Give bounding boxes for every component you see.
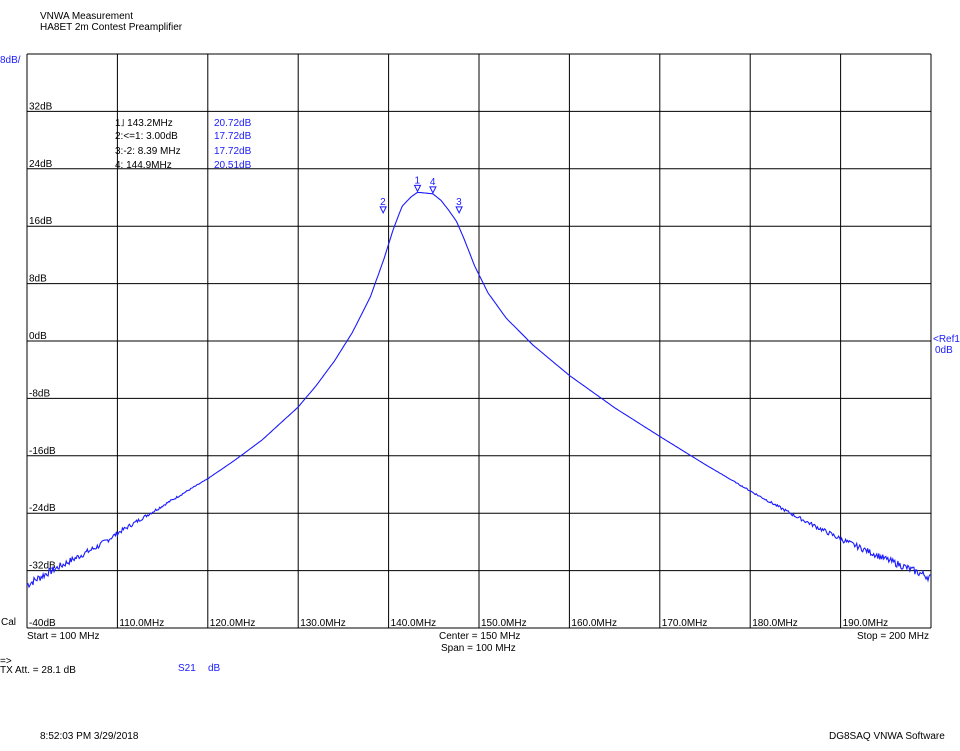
center-frequency: Center = 150 MHz xyxy=(439,631,521,642)
x-tick-label: 190.0MHz xyxy=(843,618,889,629)
marker-3-value: 17.72dB xyxy=(214,146,252,157)
y-tick-label: -8dB xyxy=(29,388,50,399)
marker-4-number: 4 xyxy=(430,177,436,188)
chart-subtitle: HA8ET 2m Contest Preamplifier xyxy=(40,22,183,33)
x-tick-label: 130.0MHz xyxy=(300,618,346,629)
y-tick-label: -32dB xyxy=(29,561,56,572)
ref-label-line2: 0dB xyxy=(935,345,953,356)
x-tick-label: 110.0MHz xyxy=(119,618,164,629)
marker-3-label: 3:-2: 8.39 MHz xyxy=(115,146,181,157)
y-tick-label: 32dB xyxy=(29,101,53,112)
start-frequency: Start = 100 MHz xyxy=(27,631,100,642)
marker-4-triangle xyxy=(429,186,437,194)
marker-1-triangle xyxy=(413,184,422,193)
arrow-indicator: => xyxy=(0,656,12,667)
y-tick-label: 24dB xyxy=(29,159,53,170)
plot-grid xyxy=(26,53,932,629)
marker-2-triangle xyxy=(379,206,387,214)
cal-label: Cal xyxy=(1,617,17,628)
axis-labels: 32dB 24dB 16dB 8dB 0dB -8dB -16dB -24dB -32dB -40… xyxy=(29,101,888,629)
s21-trace xyxy=(26,191,932,589)
trace-name: S21 xyxy=(178,663,196,674)
marker-4-value: 20.51dB xyxy=(214,160,252,171)
y-tick-label: -40dB xyxy=(29,618,56,629)
stop-frequency: Stop = 200 MHz xyxy=(857,631,929,642)
x-tick-label: 120.0MHz xyxy=(210,618,256,629)
timestamp: 8:52:03 PM 3/29/2018 xyxy=(40,731,139,742)
x-tick-label: 180.0MHz xyxy=(752,618,798,629)
marker-1-value: 20.72dB xyxy=(214,118,252,129)
x-tick-label: 170.0MHz xyxy=(662,618,708,629)
x-tick-label: 150.0MHz xyxy=(481,618,527,629)
span-frequency: Span = 100 MHz xyxy=(441,643,516,654)
y-tick-label: 16dB xyxy=(29,216,53,227)
marker-3-number: 3 xyxy=(456,197,462,208)
y-tick-label: 0dB xyxy=(29,331,47,342)
ref-label-line1: <Ref1 xyxy=(933,334,960,345)
marker-3-triangle xyxy=(455,206,463,214)
x-tick-label: 160.0MHz xyxy=(571,618,617,629)
marker-2-number: 2 xyxy=(380,197,386,208)
y-tick-label: 8dB xyxy=(29,274,47,285)
software-name: DG8SAQ VNWA Software xyxy=(829,731,945,742)
trace-unit: dB xyxy=(208,663,221,674)
scale-label: 8dB/ xyxy=(0,55,21,66)
marker-2-label: 2:<=1: 3.00dB xyxy=(115,131,178,142)
chart-title: VNWA Measurement xyxy=(40,11,133,22)
marker-4-label: 4: 144.9MHz xyxy=(115,160,172,171)
marker-1-label: 1˩ 143.2MHz xyxy=(115,118,173,129)
x-tick-label: 140.0MHz xyxy=(391,618,437,629)
marker-1-number: 1 xyxy=(415,175,421,186)
marker-2-value: 17.72dB xyxy=(214,131,252,142)
tx-attenuation: TX Att. = 28.1 dB xyxy=(0,665,76,676)
y-tick-label: -24dB xyxy=(29,503,56,514)
marker-glyphs: 1 2 3 4 xyxy=(379,175,463,214)
y-tick-label: -16dB xyxy=(29,446,56,457)
